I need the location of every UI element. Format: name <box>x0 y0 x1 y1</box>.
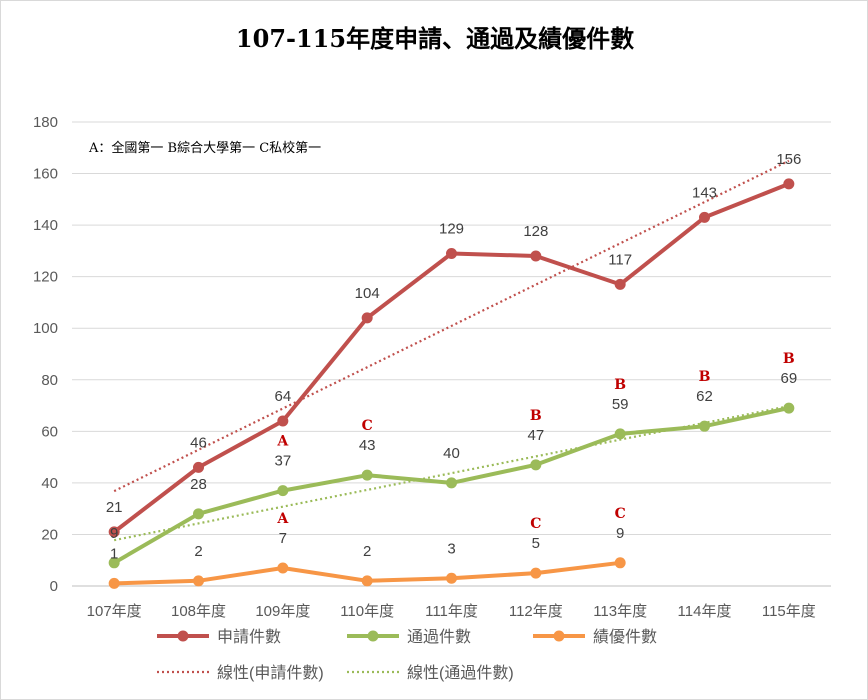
data-point-通過件數 <box>783 402 795 414</box>
data-point-申請件數 <box>446 247 457 259</box>
rank-marker: C <box>530 516 541 532</box>
y-tick-label: 40 <box>41 475 58 492</box>
data-label-通過件數: 9 <box>110 525 118 542</box>
legend-label-trend-申請件數: 線性(申請件數) <box>217 664 324 682</box>
data-label-績優件數: 5 <box>532 535 540 552</box>
data-point-申請件數 <box>530 250 542 262</box>
legend-label-績優件數: 績優件數 <box>593 628 657 646</box>
data-point-績優件數 <box>277 562 289 574</box>
x-tick-label: 111年度 <box>425 603 478 620</box>
y-tick-label: 100 <box>33 320 58 337</box>
data-point-通過件數 <box>193 508 204 520</box>
data-point-通過件數 <box>446 477 457 489</box>
data-label-通過件數: 47 <box>527 427 544 444</box>
y-tick-label: 120 <box>33 269 58 286</box>
data-label-績優件數: 1 <box>110 545 118 562</box>
x-tick-label: 115年度 <box>762 603 816 620</box>
data-label-申請件數: 156 <box>776 151 801 168</box>
data-point-通過件數 <box>108 557 120 569</box>
chart-title: 107-115年度申請、通過及績優件數 <box>236 24 634 53</box>
data-label-申請件數: 21 <box>106 499 123 516</box>
data-point-績優件數 <box>108 577 120 589</box>
rank-markers: A C B B B B A C C <box>276 351 795 532</box>
data-point-通過件數 <box>699 420 710 432</box>
data-point-申請件數 <box>108 526 120 538</box>
y-axis: 0 20 40 60 80 100 120 140 160 180 <box>33 114 58 595</box>
data-label-通過件數: 43 <box>359 437 376 454</box>
trendlines <box>113 159 790 542</box>
legend-marker-申請件數 <box>177 630 189 642</box>
x-tick-label: 108年度 <box>171 603 226 620</box>
rank-marker: C <box>615 506 626 522</box>
data-label-申請件數: 143 <box>692 184 717 201</box>
series-lines <box>108 178 795 589</box>
data-label-通過件數: 59 <box>612 396 629 413</box>
data-point-申請件數 <box>277 415 289 427</box>
data-label-通過件數: 69 <box>780 370 797 387</box>
gridlines <box>72 121 831 587</box>
data-label-申請件數: 117 <box>608 251 632 268</box>
legend-marker-績優件數 <box>553 630 565 642</box>
x-tick-label: 109年度 <box>255 603 310 620</box>
y-tick-label: 0 <box>50 578 58 595</box>
x-tick-label: 112年度 <box>509 603 563 620</box>
data-label-申請件數: 104 <box>355 285 380 302</box>
rank-marker: A <box>276 434 289 450</box>
data-label-申請件數: 64 <box>274 388 291 405</box>
x-tick-label: 107年度 <box>87 603 142 620</box>
x-tick-label: 114年度 <box>678 603 732 620</box>
x-axis: 107年度 108年度 109年度 110年度 111年度 112年度 113年度 114年度… <box>87 603 816 620</box>
data-point-申請件數 <box>614 278 626 290</box>
data-label-申請件數: 46 <box>190 434 207 451</box>
rank-marker: B <box>783 351 795 367</box>
data-point-通過件數 <box>277 485 289 497</box>
data-point-申請件數 <box>193 461 204 473</box>
legend-label-trend-通過件數: 線性(通過件數) <box>407 664 514 682</box>
y-tick-label: 80 <box>41 372 58 389</box>
data-label-通過件數: 40 <box>443 445 460 462</box>
rank-marker: A <box>276 511 289 527</box>
y-tick-label: 60 <box>41 423 58 440</box>
rank-marker: C <box>362 418 373 434</box>
rank-legend-note: A：全國第一 B綜合大學第一 C私校第一 <box>88 140 321 156</box>
x-tick-label: 110年度 <box>340 603 394 620</box>
data-label-績優件數: 2 <box>363 543 371 560</box>
data-label-績優件數: 3 <box>447 540 455 557</box>
y-tick-label: 180 <box>33 114 58 131</box>
data-label-通過件數: 37 <box>274 453 291 470</box>
rank-marker: B <box>699 369 711 385</box>
data-point-績優件數 <box>361 575 373 587</box>
legend-label-申請件數: 申請件數 <box>217 628 281 646</box>
data-label-績優件數: 9 <box>616 525 624 542</box>
y-tick-label: 160 <box>33 166 58 183</box>
data-point-通過件數 <box>614 428 626 440</box>
data-point-申請件數 <box>783 178 795 190</box>
y-tick-label: 20 <box>41 526 58 543</box>
data-label-通過件數: 28 <box>190 476 207 493</box>
data-label-績優件數: 2 <box>194 543 202 560</box>
data-point-績優件數 <box>530 567 542 579</box>
y-tick-label: 140 <box>33 217 58 234</box>
data-point-通過件數 <box>361 469 373 481</box>
rank-marker: B <box>530 408 542 424</box>
data-point-績優件數 <box>614 557 626 569</box>
data-point-申請件數 <box>361 312 373 324</box>
data-point-績優件數 <box>193 575 204 587</box>
legend-marker-通過件數 <box>367 630 379 642</box>
data-label-申請件數: 129 <box>439 220 464 237</box>
data-point-申請件數 <box>699 211 710 223</box>
data-label-通過件數: 62 <box>696 388 713 405</box>
data-label-申請件數: 128 <box>523 223 548 240</box>
data-point-通過件數 <box>530 459 542 471</box>
data-point-績優件數 <box>446 572 457 584</box>
trendline-申請件數 <box>113 159 790 493</box>
x-tick-label: 113年度 <box>593 603 647 620</box>
legend-label-通過件數: 通過件數 <box>407 628 471 646</box>
rank-marker: B <box>614 377 626 393</box>
data-label-績優件數: 7 <box>279 530 287 547</box>
